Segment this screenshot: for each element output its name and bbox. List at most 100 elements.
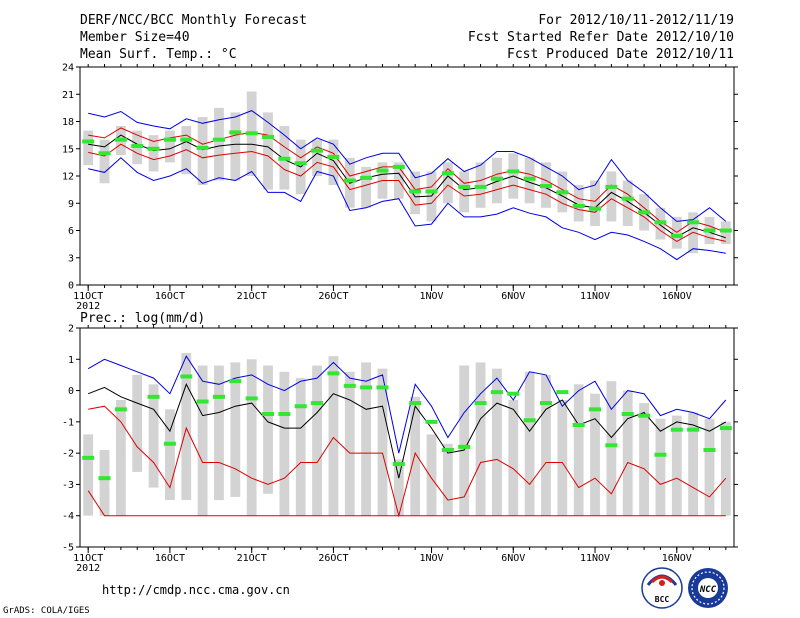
spread-bar	[573, 384, 584, 516]
y-tick-label: 21	[62, 90, 74, 101]
ensemble-marker	[703, 228, 716, 233]
ensemble-marker	[376, 168, 389, 173]
series-line-max	[87, 355, 727, 454]
series-line-lower	[88, 143, 726, 242]
x-tick-label: 1NOV	[419, 291, 443, 302]
spread-bar	[115, 399, 126, 516]
ensemble-marker	[262, 134, 275, 139]
ensemble-marker	[327, 371, 340, 376]
spread-bar	[492, 368, 502, 516]
ensemble-marker	[278, 412, 291, 417]
ensemble-marker	[507, 169, 520, 174]
x-tick-label: 11OCT	[73, 553, 103, 564]
spread-bar	[557, 399, 568, 516]
spread-bar	[361, 166, 372, 208]
ensemble-marker	[539, 401, 552, 406]
spread-bar	[573, 185, 584, 222]
spread-bar	[639, 403, 649, 516]
spread-bar	[214, 365, 224, 501]
ensemble-marker	[425, 189, 438, 194]
series-line-upper	[88, 127, 726, 233]
series-line-floor	[87, 490, 726, 517]
series-line-max	[88, 110, 727, 222]
x-tick-label: 21OCT	[237, 291, 267, 302]
ncc-logo: NCC	[688, 568, 728, 608]
ensemble-marker	[621, 412, 634, 417]
spread-bar	[410, 396, 421, 516]
x-tick-label: 16NOV	[662, 553, 692, 564]
forecast-period: For 2012/10/11-2012/11/19	[538, 13, 734, 28]
ensemble-marker	[687, 220, 700, 225]
spread-bar	[295, 378, 306, 516]
member-size-label: Member Size=40	[80, 30, 190, 45]
ensemble-marker	[147, 146, 160, 151]
ensemble-marker	[360, 385, 373, 390]
ensemble-marker	[131, 144, 144, 149]
spread-bar	[622, 180, 633, 226]
spread-bar	[197, 116, 208, 186]
spread-bar	[312, 139, 322, 176]
bcc-logo: BCC	[641, 567, 683, 609]
ensemble-marker	[474, 401, 487, 406]
ensemble-marker	[523, 176, 536, 181]
spread-bar	[671, 415, 682, 516]
spread-bar	[230, 112, 241, 181]
x-year-label: 2012	[76, 301, 100, 312]
ensemble-marker	[654, 220, 667, 225]
ensemble-marker	[523, 418, 536, 423]
spread-bar	[393, 459, 404, 516]
ensemble-marker	[82, 455, 95, 460]
y-tick-label: 0	[68, 281, 74, 292]
x-tick-label: 26OCT	[318, 291, 348, 302]
ensemble-marker	[82, 139, 95, 144]
y-tick-label: 12	[62, 172, 74, 183]
ncc-logo-text: NCC	[699, 585, 717, 595]
ensemble-marker	[670, 427, 683, 432]
ensemble-marker	[490, 390, 503, 395]
x-tick-label: 16NOV	[662, 291, 692, 302]
spread-bar	[442, 443, 453, 516]
ensemble-marker	[507, 391, 520, 396]
ensemble-marker	[98, 151, 111, 156]
ensemble-marker	[654, 452, 667, 457]
spread-bar	[312, 365, 322, 516]
ensemble-marker	[556, 190, 569, 195]
ensemble-marker	[114, 137, 127, 142]
x-tick-label: 11OCT	[73, 291, 103, 302]
ensemble-marker	[392, 462, 405, 467]
temperature-panel: 0 3 6 9 12 15 18 21 24 11OCT 16OCT 21OCT 26OCT 1NOV 6N…	[62, 63, 738, 312]
source-url: http://cmdp.ncc.cma.gov.cn	[102, 583, 290, 597]
bcc-logo-text: BCC	[655, 595, 670, 604]
ensemble-marker	[311, 401, 324, 406]
ensemble-marker	[719, 228, 732, 233]
spread-bar	[720, 421, 731, 516]
spread-bar	[246, 359, 257, 516]
spread-bar	[590, 180, 600, 226]
chart-title: DERF/NCC/BCC Monthly Forecast	[80, 13, 307, 28]
ensemble-marker	[474, 184, 487, 189]
ensemble-marker	[670, 233, 683, 238]
ensemble-marker	[490, 176, 503, 181]
ensemble-marker	[638, 210, 651, 215]
ensemble-marker	[589, 407, 602, 412]
spread-bar	[606, 381, 617, 516]
spread-bar	[442, 162, 453, 204]
x-tick-label: 6NOV	[501, 553, 525, 564]
spread-bar	[328, 139, 339, 186]
ensemble-marker	[196, 399, 209, 404]
ensemble-marker	[163, 441, 176, 446]
spread-bar	[263, 365, 273, 494]
ensemble-marker	[539, 183, 552, 188]
ensemble-marker	[392, 164, 405, 169]
ensemble-marker	[262, 412, 275, 417]
ensemble-marker	[180, 137, 193, 142]
y-tick-label: 24	[62, 63, 74, 74]
ensemble-marker	[425, 419, 438, 424]
ensemble-marker	[98, 476, 111, 481]
spread-bar	[426, 434, 437, 516]
spread-bar	[83, 130, 94, 166]
spread-bar	[148, 384, 159, 488]
spread-bar	[459, 171, 470, 213]
spread-bar	[688, 412, 699, 516]
ensemble-marker	[196, 145, 209, 150]
